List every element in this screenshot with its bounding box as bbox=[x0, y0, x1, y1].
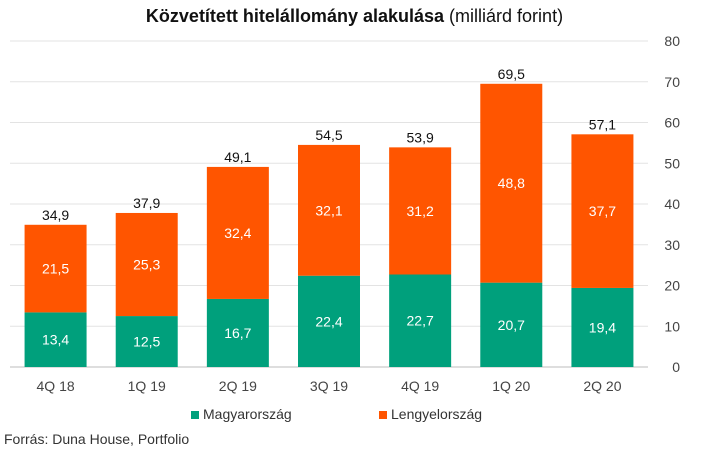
x-tick-label: 4Q 19 bbox=[401, 378, 439, 394]
y-tick-label: 0 bbox=[672, 359, 680, 375]
bar-value-label: 37,7 bbox=[589, 203, 616, 219]
bar-value-label: 22,7 bbox=[407, 313, 434, 329]
y-tick-label: 30 bbox=[664, 237, 680, 253]
bar-magyarorszag bbox=[24, 312, 87, 367]
y-tick-label: 80 bbox=[664, 33, 680, 49]
x-tick-label: 4Q 18 bbox=[37, 378, 75, 394]
bars: 13,4 21,5 34,9 12,5 25,3 37,9 16,7 32,4 49,1 22,4… bbox=[24, 66, 634, 367]
bar-lengyelorszag bbox=[480, 83, 543, 283]
bar-magyarorszag bbox=[571, 287, 634, 367]
bar-magyarorszag bbox=[206, 298, 269, 367]
bar-value-label: 32,1 bbox=[315, 202, 342, 218]
bar-magyarorszag bbox=[480, 282, 543, 367]
bar-lengyelorszag bbox=[206, 166, 269, 299]
bar-lengyelorszag bbox=[24, 224, 87, 313]
legend-swatch bbox=[191, 411, 199, 419]
bar-total-label: 34,9 bbox=[42, 207, 69, 223]
y-tick-label: 10 bbox=[664, 318, 680, 334]
y-tick-label: 50 bbox=[664, 155, 680, 171]
legend: Magyarország Lengyelország bbox=[191, 406, 482, 422]
legend-label: Lengyelország bbox=[391, 406, 482, 422]
bar-total-label: 49,1 bbox=[224, 149, 251, 165]
bar-total-label: 53,9 bbox=[407, 129, 434, 145]
y-tick-label: 20 bbox=[664, 278, 680, 294]
bar-value-label: 16,7 bbox=[224, 325, 251, 341]
y-tick-label: 60 bbox=[664, 115, 680, 131]
x-tick-label: 1Q 19 bbox=[128, 378, 166, 394]
bar-value-label: 13,4 bbox=[42, 332, 69, 348]
bar-lengyelorszag bbox=[389, 147, 452, 275]
bar-total-label: 57,1 bbox=[589, 116, 616, 132]
chart-title-bold: Közvetített hitelállomány alakulása bbox=[145, 6, 445, 26]
x-tick-label: 2Q 20 bbox=[583, 378, 621, 394]
source-note: Forrás: Duna House, Portfolio bbox=[4, 431, 190, 447]
bar-lengyelorszag bbox=[298, 144, 360, 276]
bar-lengyelorszag bbox=[115, 212, 178, 317]
x-axis-ticks: 4Q 18 1Q 19 2Q 19 3Q 19 4Q 19 1Q 20 2Q 20 bbox=[37, 378, 622, 394]
bar-value-label: 20,7 bbox=[498, 317, 525, 333]
bar-value-label: 21,5 bbox=[42, 261, 69, 277]
bar-magyarorszag bbox=[298, 275, 360, 367]
y-tick-label: 70 bbox=[664, 74, 680, 90]
y-axis-ticks: 0 10 20 30 40 50 60 70 80 bbox=[664, 33, 680, 375]
bar-value-label: 22,4 bbox=[315, 313, 342, 329]
bar-value-label: 19,4 bbox=[589, 319, 616, 335]
bar-value-label: 12,5 bbox=[133, 334, 160, 350]
bar-value-label: 32,4 bbox=[224, 225, 251, 241]
bar-total-label: 69,5 bbox=[498, 66, 525, 82]
bar-magyarorszag bbox=[389, 274, 452, 367]
y-tick-label: 40 bbox=[664, 196, 680, 212]
bar-value-label: 31,2 bbox=[407, 203, 434, 219]
bar-value-label: 25,3 bbox=[133, 257, 160, 273]
x-tick-label: 1Q 20 bbox=[492, 378, 530, 394]
x-tick-label: 3Q 19 bbox=[310, 378, 348, 394]
chart-title: Közvetített hitelállomány alakulása (mil… bbox=[0, 6, 709, 27]
bar-lengyelorszag bbox=[571, 134, 634, 288]
bar-value-label: 48,8 bbox=[498, 175, 525, 191]
bar-magyarorszag bbox=[115, 316, 178, 367]
bar-total-label: 37,9 bbox=[133, 195, 160, 211]
x-tick-label: 2Q 19 bbox=[219, 378, 257, 394]
legend-swatch bbox=[379, 411, 387, 419]
chart-title-unit: (milliárd forint) bbox=[449, 6, 564, 26]
bar-total-label: 54,5 bbox=[315, 127, 342, 143]
legend-label: Magyarország bbox=[203, 406, 292, 422]
